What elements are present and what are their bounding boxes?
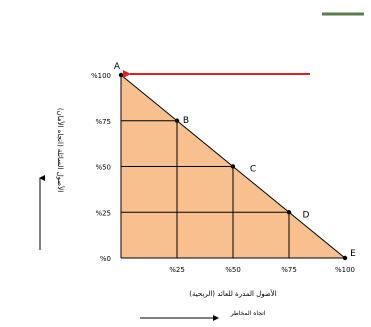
y-tick-label: %0: [100, 255, 111, 263]
point-label-a: A: [114, 62, 121, 72]
point-a: [118, 72, 124, 78]
point-e: [342, 255, 348, 261]
point-c: [230, 164, 236, 169]
point-b: [174, 118, 180, 123]
y-axis-label: (الأصول السائلة (اتجاه الأمان: [56, 108, 65, 192]
y-tick-label: %50: [95, 164, 111, 172]
x-tick-label: %25: [169, 266, 185, 274]
point-label-c: C: [250, 165, 256, 175]
point-d: [286, 210, 292, 215]
x-tick-label: %75: [281, 266, 297, 274]
point-label-b: B: [183, 116, 189, 126]
point-label-d: D: [303, 210, 310, 220]
y-tick-label: %100: [91, 72, 111, 80]
x-axis-label: (الأصول المدرة للعائد (الربحية: [189, 289, 276, 298]
x-tick-label: %100: [335, 266, 355, 274]
y-tick-label: %75: [95, 118, 111, 126]
y-tick-label: %25: [95, 209, 111, 217]
x-direction-label: اتجاه المخاطر: [230, 310, 266, 317]
x-tick-label: %50: [225, 266, 241, 274]
point-label-e: E: [350, 249, 356, 259]
plot-area: A B C D E %0 %25 %50 %75 %100 %25 %50 %75 %100: [91, 62, 356, 274]
